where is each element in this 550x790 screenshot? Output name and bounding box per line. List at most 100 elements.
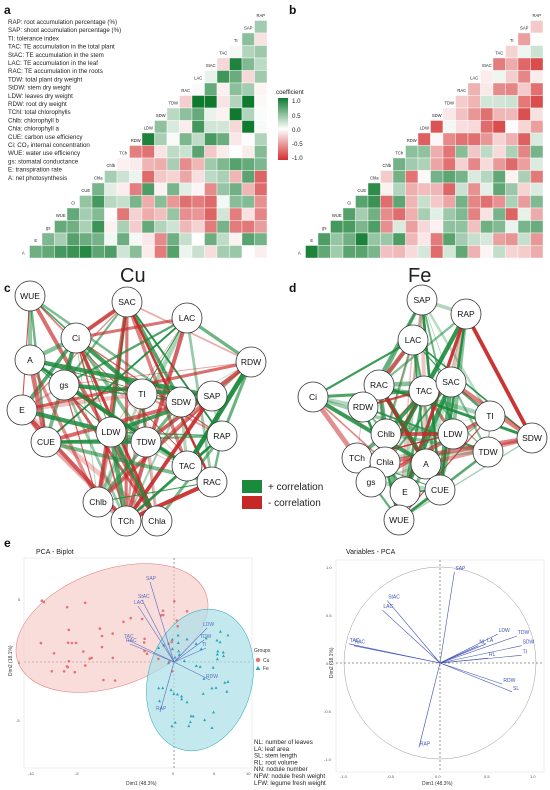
heatmap-cell (467, 245, 481, 259)
heatmap-cell (492, 145, 506, 159)
network-node (297, 381, 329, 413)
heatmap-cell (455, 170, 469, 184)
heatmap-cell (154, 182, 168, 196)
heatmap-cell (517, 232, 531, 246)
network-node-label: TCh (118, 516, 134, 526)
cu-point (66, 641, 70, 644)
heatmap-cell (66, 245, 80, 259)
heatmap-cell (517, 32, 531, 46)
heatmap-cell (254, 245, 268, 259)
heatmap-cell (179, 145, 193, 159)
fe-point (189, 714, 193, 718)
pca-variable-label: LDW (499, 628, 510, 634)
pca-biplot-xtick: 5 (213, 771, 216, 776)
fe-point (223, 680, 227, 684)
heatmap-cell (179, 120, 193, 134)
heatmap-cell (254, 132, 268, 146)
heatmap-cell (480, 120, 494, 134)
heatmap-diagonal-label: Chla (94, 175, 103, 180)
heatmap-cell (480, 107, 494, 121)
network-node (95, 416, 127, 448)
heatmap-cell (141, 232, 155, 246)
heatmap-cell (342, 220, 356, 234)
abbrev-legend-item: LAC: TE accumulation in the leaf (8, 60, 98, 67)
network-node-label: RDW (353, 402, 373, 412)
fe-point (176, 641, 180, 644)
network-node-label: WUE (20, 291, 40, 301)
heatmap-cell (216, 82, 230, 96)
colorbar-title: coefficient (276, 89, 304, 96)
heatmap-cell (129, 220, 143, 234)
heatmap-cell (492, 182, 506, 196)
heatmap-cell (517, 182, 531, 196)
heatmap-cell (405, 145, 419, 159)
pca-biplot-arrow (137, 605, 175, 663)
heatmap-cell (191, 245, 205, 259)
fe-point (180, 697, 184, 701)
heatmap-cell (241, 232, 255, 246)
groups-legend-cu: Cu (263, 658, 270, 664)
heatmap-cell (405, 195, 419, 209)
heatmap-cell (229, 120, 243, 134)
heatmap-cell (104, 195, 118, 209)
abbrev-legend-item: RAP: root accumulation percentage (%) (8, 19, 117, 26)
heatmap-cell (216, 170, 230, 184)
network-node-label: A (423, 459, 429, 469)
heatmap-cell (166, 120, 180, 134)
pca-biplot-ytick: 0 (18, 660, 21, 665)
network-edge (110, 317, 188, 433)
network-edge (63, 361, 252, 386)
fe-point (182, 659, 186, 663)
heatmap-cell (254, 82, 268, 96)
heatmap-cell (442, 245, 456, 259)
network-node (82, 486, 114, 518)
network-node-label: TCh (349, 453, 365, 463)
heatmap-cell (505, 182, 519, 196)
heatmap-cell (505, 157, 519, 171)
heatmap-cell (517, 132, 531, 146)
heatmap-cell (254, 95, 268, 109)
heatmap-cell (442, 132, 456, 146)
network-cu: WUE SAC LAC Ci A RDW gs TI SDW SAP E CUE LDW TDW RAP TA… (6, 280, 267, 537)
colorbar-tick: 0.5 (292, 113, 301, 120)
heatmap-cell (241, 157, 255, 171)
pca-variable-arrow (439, 657, 489, 664)
heatmap-diagonal-label: RAP (532, 13, 541, 18)
heatmap-cell (41, 245, 55, 259)
cu-point (161, 609, 165, 613)
heatmap-cell (530, 57, 544, 71)
pca-variable-label: RDW (503, 678, 515, 684)
heatmap-cell (455, 145, 469, 159)
cu-point (176, 625, 179, 628)
network-node-label: CUE (37, 437, 55, 447)
network-node-label: gs (60, 380, 69, 390)
network-edge (403, 390, 426, 493)
network-node (130, 426, 162, 458)
fe-point (226, 680, 230, 683)
pca-variable-arrow (353, 645, 441, 664)
fe-point (218, 629, 222, 633)
abbrev-legend-item: Ci: CO₂ internal concentration (8, 142, 90, 149)
heatmap-cell (405, 182, 419, 196)
pca-biplot-var-label: RAC (126, 638, 137, 644)
heatmap-cell (166, 132, 180, 146)
heatmap-cell (442, 195, 456, 209)
heatmap-cell (66, 220, 80, 234)
network-node (30, 426, 62, 458)
pca-variable-label: TAC (350, 638, 360, 644)
fe-point (162, 643, 166, 647)
heatmap-cell (380, 207, 394, 221)
fe-ellipse (146, 608, 254, 752)
fe-point (169, 688, 173, 692)
groups-legend-cu-marker (255, 657, 261, 663)
heatmap-cell (154, 207, 168, 221)
heatmap-cell (467, 95, 481, 109)
heatmap-cell (104, 245, 118, 259)
heatmap-diagonal-label: TDW (168, 100, 178, 105)
heatmap-cell (79, 245, 93, 259)
heatmap-cell (241, 120, 255, 134)
pca-variable-label: StAC (388, 595, 400, 601)
pca-variables-ytick: 0.5 (326, 613, 332, 618)
heatmap-cell (166, 245, 180, 259)
